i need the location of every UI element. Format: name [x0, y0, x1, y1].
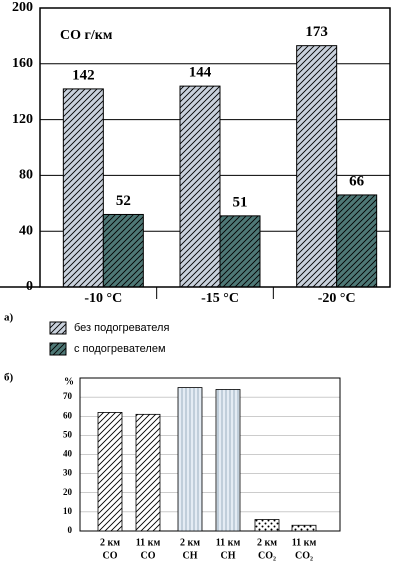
bar: [177, 387, 203, 532]
y-tick-label: 60: [63, 410, 73, 420]
bar: [62, 88, 104, 288]
plot-frame: [39, 7, 391, 288]
value-label: 144: [189, 65, 212, 81]
value-label: 52: [116, 193, 131, 209]
x-tick-label: -20 °C: [318, 291, 356, 306]
y-tick-label: 10: [63, 506, 73, 516]
bar: [219, 215, 261, 288]
x-tick-label: CO: [103, 550, 118, 561]
plot-frame: [79, 377, 341, 532]
panel-label: б): [4, 372, 14, 384]
x-tick-label: 11 км: [292, 537, 317, 548]
value-label: 173: [305, 24, 328, 40]
y-tick-label: 200: [12, 0, 33, 15]
x-tick-label: -15 °C: [201, 291, 239, 306]
bar: [336, 194, 378, 288]
bar: [296, 45, 338, 288]
y-axis-label: %: [64, 376, 74, 387]
x-tick-label: 2 км: [180, 537, 200, 548]
bar: [254, 519, 280, 532]
bar: [97, 412, 123, 532]
x-tick-label: 11 км: [216, 537, 241, 548]
bar: [291, 524, 317, 532]
value-label: 51: [233, 194, 248, 210]
x-tick-label: CH: [183, 550, 198, 561]
x-tick-label: 11 км: [136, 537, 161, 548]
value-label: 66: [349, 173, 365, 189]
value-label: 142: [72, 67, 95, 83]
legend-swatch: [49, 342, 67, 356]
bar: [215, 389, 241, 532]
y-tick-label: 40: [19, 223, 33, 238]
x-tick-label: CH: [221, 550, 236, 561]
legend-swatch: [49, 321, 67, 335]
panel-label: а): [4, 312, 14, 324]
y-tick-label: 50: [63, 429, 73, 439]
x-tick-label: 2 км: [257, 537, 277, 548]
x-tick-label: CO: [141, 550, 156, 561]
legend-label: без подогревателя: [74, 322, 169, 334]
x-tick-label: CO₂: [295, 550, 313, 561]
bar: [135, 413, 161, 532]
bar: [179, 85, 221, 288]
y-tick-label: 0: [68, 525, 73, 535]
x-tick-label: CO₂: [258, 550, 276, 561]
y-tick-label: 160: [12, 56, 33, 71]
y-tick-label: 120: [12, 112, 33, 127]
y-tick-label: 80: [19, 168, 33, 183]
y-tick-label: 20: [63, 487, 73, 497]
x-tick-label: 2 км: [100, 537, 120, 548]
legend-label: с подогревателем: [74, 343, 166, 355]
y-tick-label: 30: [63, 468, 73, 478]
annotation: CO г/км: [60, 28, 113, 43]
x-tick-label: -10 °C: [84, 291, 122, 306]
bar: [102, 213, 144, 288]
y-tick-label: 70: [63, 391, 73, 401]
y-tick-label: 40: [63, 449, 73, 459]
